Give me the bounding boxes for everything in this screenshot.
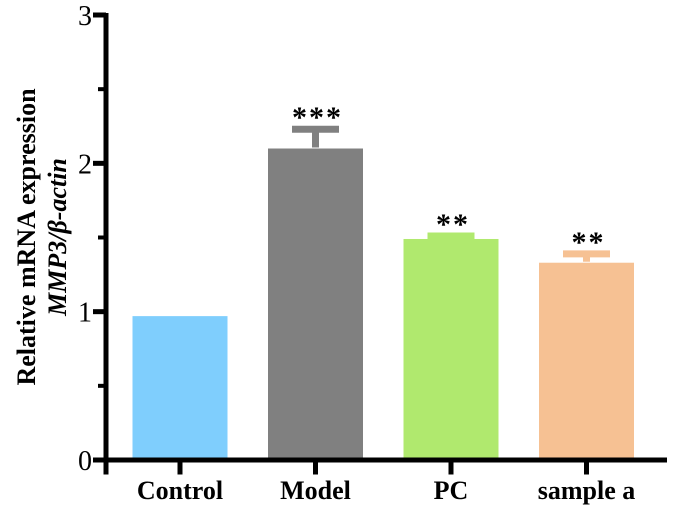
bar-pc — [403, 238, 499, 461]
x-tick-label-sample-a: sample a — [538, 476, 636, 505]
significance-sample-a: ** — [572, 226, 606, 259]
bar-model — [268, 148, 363, 461]
y-tick-label-0: 0 — [78, 446, 92, 477]
y-tick-label-2: 2 — [78, 149, 92, 180]
x-tick-label-model: Model — [280, 476, 351, 505]
x-tick-label-pc: PC — [434, 476, 469, 505]
bar-control — [132, 316, 228, 461]
y-tick-label-1: 1 — [78, 298, 92, 329]
y-axis-title-line2: MMP3/β-actin — [43, 158, 72, 317]
significance-model: *** — [292, 101, 343, 134]
significance-pc: ** — [436, 208, 470, 241]
y-axis-title-line1: Relative mRNA expression — [12, 88, 41, 386]
x-tick-label-control: Control — [137, 476, 223, 505]
bar-sample-a — [539, 262, 634, 461]
y-tick-label-3: 3 — [78, 1, 92, 32]
